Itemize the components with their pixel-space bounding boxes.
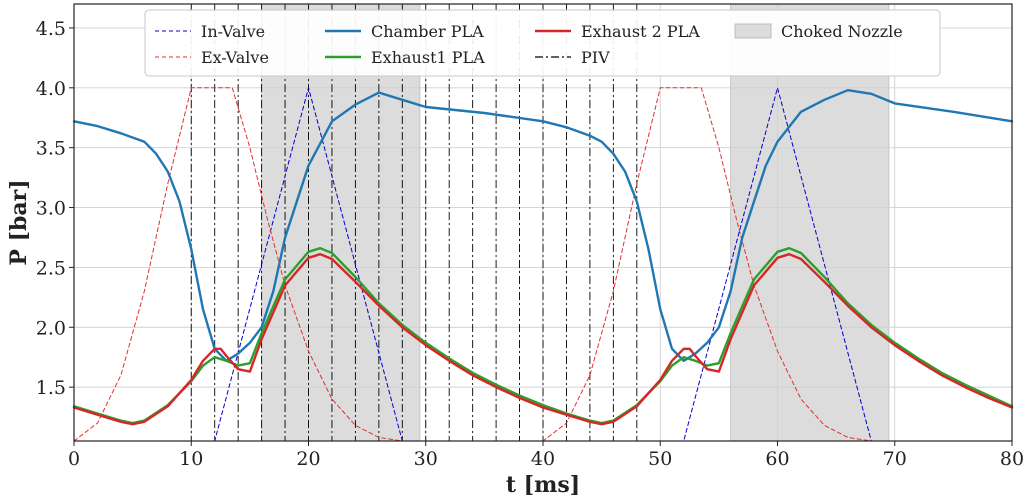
choked-nozzle-regions (261, 3, 890, 442)
legend-label-exhaust-2-pla: Exhaust 2 PLA (581, 22, 700, 41)
x-axis-label: t [ms] (506, 472, 580, 498)
y-tick-label-3: 3.0 (36, 198, 66, 220)
y-tick-label-6: 4.5 (36, 18, 66, 40)
x-tick-label-2: 20 (296, 448, 320, 470)
x-tick-label-1: 10 (179, 448, 203, 470)
y-tick-label-1: 2.0 (36, 317, 66, 339)
x-tick-label-4: 40 (531, 448, 555, 470)
axis-ticks: 0 10 20 30 40 50 60 70 80 1.5 2.0 2.5 3.0 3.5 4.0 4.5 (36, 18, 1024, 470)
x-tick-label-8: 80 (1000, 448, 1024, 470)
piv-lines (190, 4, 638, 441)
choked-nozzle-region-1 (261, 3, 421, 442)
series-chamber-pla (72, 89, 1014, 362)
legend-swatch-choked-nozzle (734, 23, 772, 39)
x-tick-label-0: 0 (68, 448, 80, 470)
y-tick-label-2: 2.5 (36, 257, 66, 279)
x-tick-label-6: 60 (765, 448, 789, 470)
x-tick-label-7: 70 (883, 448, 907, 470)
legend-label-chamber-pla: Chamber PLA (371, 22, 484, 41)
legend-label-in-valve: In-Valve (201, 22, 265, 41)
y-tick-label-4: 3.5 (36, 138, 66, 160)
legend-label-ex-valve: Ex-Valve (201, 48, 269, 67)
choked-nozzle-region-2 (730, 3, 890, 442)
legend-label-exhaust1-pla: Exhaust1 PLA (371, 48, 485, 67)
legend-label-piv: PIV (581, 48, 610, 67)
y-axis-label: P [bar] (6, 179, 32, 265)
x-tick-label-5: 50 (648, 448, 672, 470)
legend: In-Valve Ex-Valve Chamber PLA Exhaust1 PLA E… (144, 9, 941, 77)
series-exhaust-2-pla (72, 253, 1014, 426)
legend-label-choked-nozzle: Choked Nozzle (781, 22, 903, 41)
y-tick-label-5: 4.0 (36, 78, 66, 100)
x-tick-label-3: 30 (414, 448, 438, 470)
y-tick-label-0: 1.5 (36, 377, 66, 399)
series-exhaust1-pla (72, 247, 1014, 425)
